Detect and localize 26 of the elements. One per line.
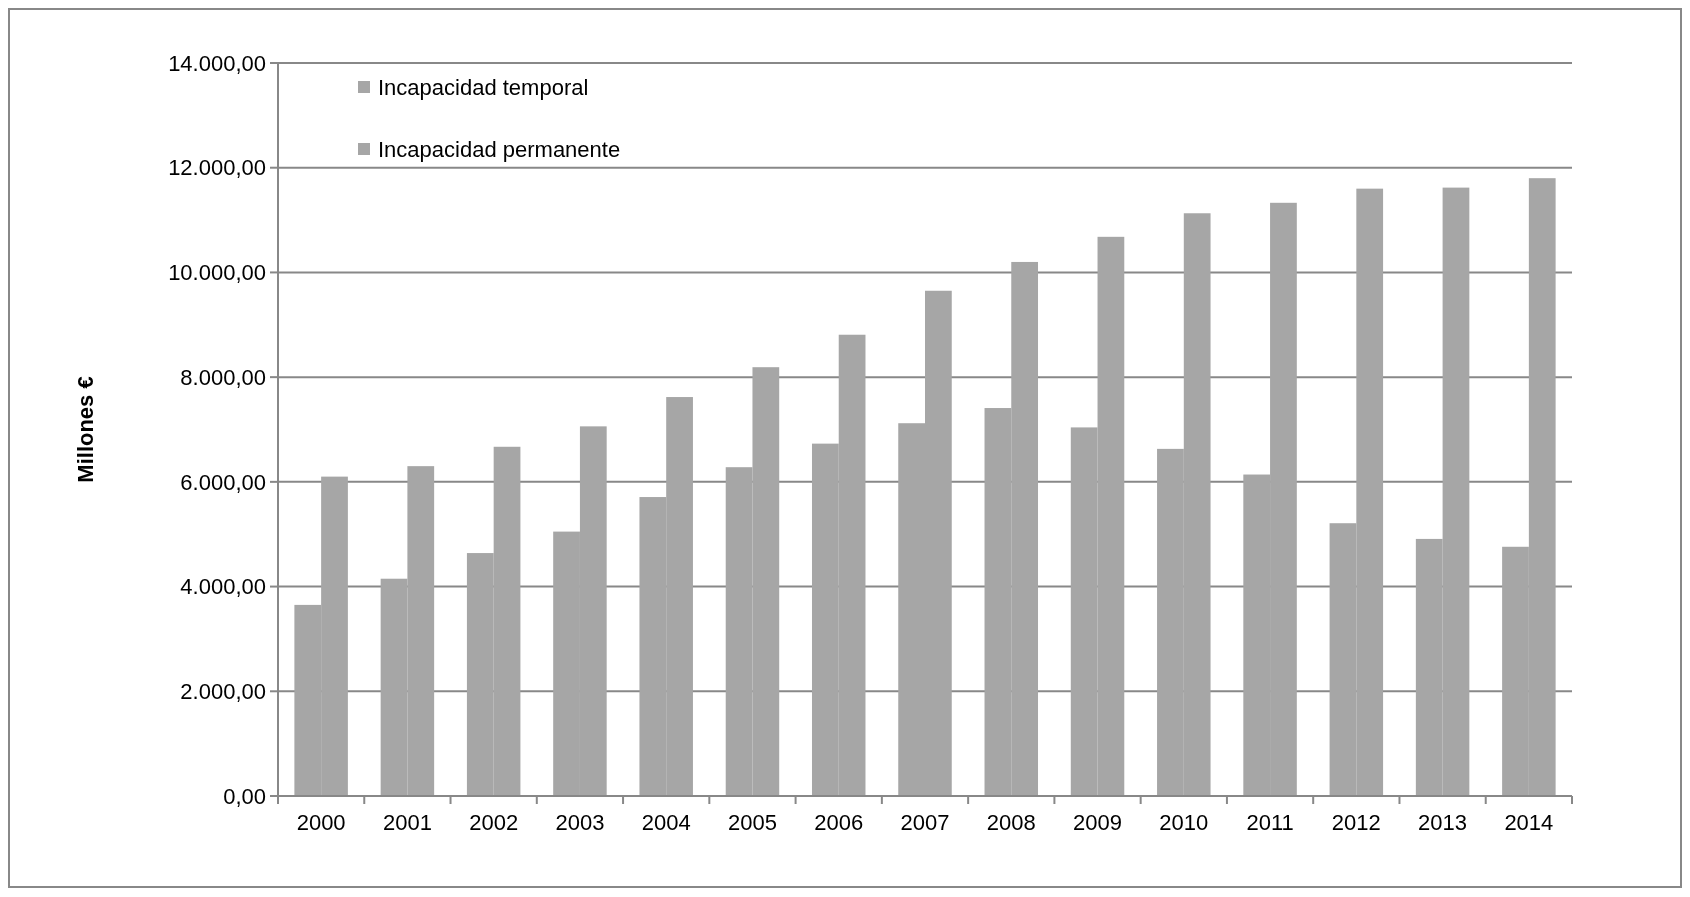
- y-tick-label: 2.000,00: [180, 678, 266, 704]
- y-tick-label: 4.000,00: [180, 574, 266, 600]
- legend-label: Incapacidad permanente: [378, 136, 621, 162]
- x-tick-label: 2001: [382, 810, 432, 835]
- x-tick-label: 2013: [1418, 810, 1468, 835]
- x-tick-label: 2008: [986, 810, 1036, 835]
- y-tick-label: 14.000,00: [168, 50, 266, 76]
- x-tick-label: 2010: [1159, 810, 1209, 835]
- x-tick-label: 2000: [296, 810, 346, 835]
- legend-label: Incapacidad temporal: [378, 74, 589, 100]
- y-tick-label: 12.000,00: [168, 155, 266, 181]
- y-tick-label: 6.000,00: [180, 469, 266, 495]
- x-tick-label: 2003: [555, 810, 605, 835]
- y-axis-title: Millones €: [73, 376, 98, 483]
- x-tick-label: 2012: [1331, 810, 1381, 835]
- x-tick-label: 2005: [727, 810, 777, 835]
- x-tick-label: 2014: [1504, 810, 1554, 835]
- y-tick-label: 8.000,00: [180, 364, 266, 390]
- x-tick-label: 2004: [641, 810, 691, 835]
- x-tick-label: 2002: [469, 810, 519, 835]
- x-tick-label: 2011: [1246, 810, 1294, 835]
- y-tick-label: 10.000,00: [168, 260, 266, 286]
- x-tick-label: 2006: [814, 810, 864, 835]
- x-tick-label: 2007: [900, 810, 950, 835]
- y-tick-label: 0,00: [223, 783, 266, 809]
- x-tick-label: 2009: [1073, 810, 1123, 835]
